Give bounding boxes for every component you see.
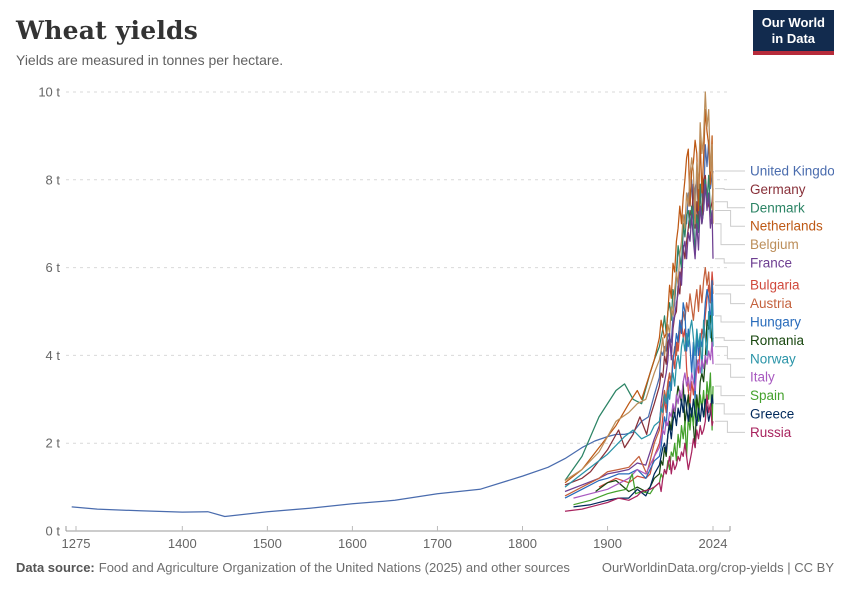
legend-connector (715, 201, 745, 209)
legend-label-germany[interactable]: Germany (750, 182, 806, 197)
x-tick-label: 1800 (508, 536, 537, 551)
series-line-hungary[interactable] (564, 280, 714, 499)
data-source: Data source: Food and Agriculture Organiz… (16, 560, 570, 575)
legend-connector (715, 346, 745, 360)
chart-footer: Data source: Food and Agriculture Organiz… (16, 560, 834, 575)
legend-label-bulgaria[interactable]: Bulgaria (750, 278, 800, 293)
series-line-netherlands[interactable] (564, 108, 714, 484)
chart-subtitle: Yields are measured in tonnes per hectar… (16, 52, 284, 68)
legend-label-netherlands[interactable]: Netherlands (750, 219, 823, 234)
legend-connector (715, 420, 745, 433)
x-tick-label: 1900 (593, 536, 622, 551)
series-line-united-kingdom[interactable] (71, 139, 714, 518)
legend-connector (715, 258, 745, 264)
owid-logo: Our World in Data (752, 10, 834, 55)
series-line-belgium[interactable] (564, 91, 714, 482)
series-line-norway[interactable] (564, 302, 714, 488)
y-tick-label: 0 t (46, 524, 61, 539)
y-tick-label: 10 t (38, 85, 60, 100)
legend-connector (715, 337, 745, 341)
legend-label-russia[interactable]: Russia (750, 425, 792, 440)
owid-logo-line1: Our World (761, 15, 825, 30)
x-tick-label: 1700 (423, 536, 452, 551)
x-tick-label: 1400 (168, 536, 197, 551)
page-title: Wheat yields (16, 16, 198, 45)
legend-label-denmark[interactable]: Denmark (750, 200, 805, 215)
y-tick-label: 4 t (46, 348, 61, 363)
x-tick-label: 1600 (338, 536, 367, 551)
y-tick-label: 2 t (46, 436, 61, 451)
legend-label-norway[interactable]: Norway (750, 351, 796, 366)
legend-label-greece[interactable]: Greece (750, 406, 794, 421)
legend-connector (715, 315, 745, 323)
series-line-russia[interactable] (564, 394, 714, 512)
legend-connector (715, 210, 745, 227)
data-source-label: Data source: (16, 560, 95, 575)
data-source-text: Food and Agriculture Organization of the… (98, 560, 570, 575)
x-tick-label: 1275 (62, 536, 91, 551)
series-line-france[interactable] (564, 183, 714, 493)
legend-connector (715, 363, 745, 378)
legend-label-hungary[interactable]: Hungary (750, 314, 801, 329)
legend-connector (715, 223, 745, 246)
legend-label-belgium[interactable]: Belgium (750, 237, 799, 252)
owid-logo-line2: in Data (771, 30, 816, 46)
x-tick-label: 1500 (253, 536, 282, 551)
series-line-italy[interactable] (573, 341, 714, 499)
series-line-bulgaria[interactable] (598, 271, 714, 488)
legend-label-romania[interactable]: Romania (750, 333, 805, 348)
y-tick-label: 8 t (46, 172, 61, 187)
legend-label-spain[interactable]: Spain (750, 388, 785, 403)
legend-connector (715, 385, 745, 397)
line-chart[interactable]: 0 t 2 t 4 t 6 t 8 t 10 t 1275 1400 1500 1600 1700 1… (16, 84, 834, 554)
legend-label-united-kingdom[interactable]: United Kingdom (750, 164, 834, 179)
legend-label-austria[interactable]: Austria (750, 296, 793, 311)
y-tick-label: 6 t (46, 260, 61, 275)
chart-area[interactable]: 0 t 2 t 4 t 6 t 8 t 10 t 1275 1400 1500 1600 1700 1… (16, 84, 834, 554)
legend-label-italy[interactable]: Italy (750, 370, 775, 385)
credit-link[interactable]: OurWorldinData.org/crop-yields | CC BY (601, 560, 834, 575)
legend-label-france[interactable]: France (750, 256, 792, 271)
legend-connector (715, 293, 745, 305)
x-tick-label: 2024 (699, 536, 728, 551)
legend-connector (715, 403, 745, 415)
legend-connector (715, 188, 745, 190)
series-line-greece[interactable] (573, 394, 714, 508)
